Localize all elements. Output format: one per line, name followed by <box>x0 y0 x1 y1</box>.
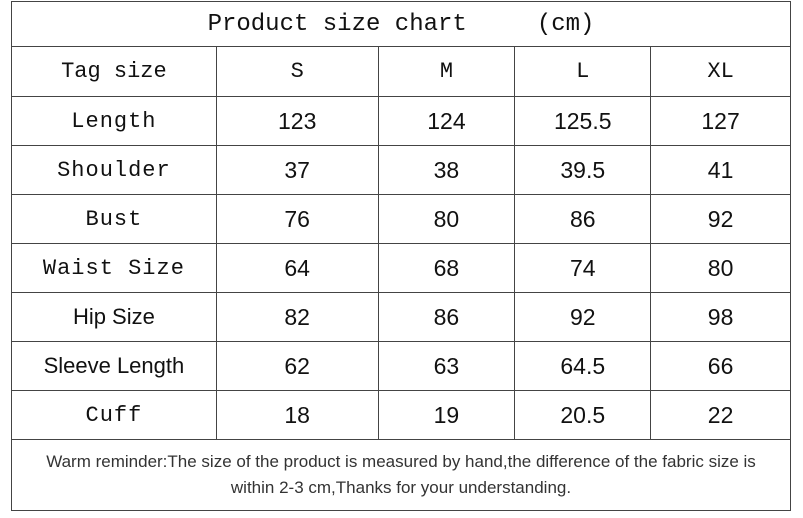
title-cell: Product size chart (cm) <box>11 1 791 47</box>
size-value: 64 <box>215 243 379 293</box>
size-value: 18 <box>215 390 379 440</box>
size-value: 19 <box>377 390 516 440</box>
size-value: 76 <box>215 194 379 244</box>
row-label: Hip Size <box>11 292 217 342</box>
header-row: Tag size S M L XL <box>11 46 791 97</box>
size-value: 82 <box>215 292 379 342</box>
size-value: 62 <box>215 341 379 391</box>
title: Product size chart <box>207 10 467 38</box>
note: Warm reminder:The size of the product is… <box>11 439 791 511</box>
size-value: 80 <box>377 194 516 244</box>
header-cell: M <box>377 46 516 97</box>
table-body: Product size chart (cm) Tag size S M L XL Leng… <box>11 1 791 511</box>
size-value: 80 <box>650 243 791 293</box>
header-cell: XL <box>650 46 791 97</box>
note-row: Warm reminder:The size of the product is… <box>11 439 791 511</box>
size-table: Product size chart (cm) Tag size S M L XL Leng… <box>11 1 791 511</box>
size-value: 92 <box>650 194 791 244</box>
data-row: Bust 76 80 86 92 <box>11 194 791 244</box>
data-row: Waist Size 64 68 74 80 <box>11 243 791 293</box>
data-row: Sleeve Length 62 63 64.5 66 <box>11 341 791 391</box>
row-label: Length <box>11 96 217 146</box>
size-value: 38 <box>377 145 516 195</box>
row-label: Cuff <box>11 390 217 440</box>
size-value: 86 <box>514 194 652 244</box>
row-label: Sleeve Length <box>11 341 217 391</box>
size-value: 68 <box>377 243 516 293</box>
header-cell: L <box>514 46 652 97</box>
data-row: Length 123 124 125.5 127 <box>11 96 791 146</box>
row-label: Bust <box>11 194 217 244</box>
size-value: 98 <box>650 292 791 342</box>
size-value: 123 <box>215 96 379 146</box>
data-row: Shoulder 37 38 39.5 41 <box>11 145 791 195</box>
unit: (cm) <box>536 10 595 38</box>
row-label: Waist Size <box>11 243 217 293</box>
data-row: Cuff 18 19 20.5 22 <box>11 390 791 440</box>
size-value: 124 <box>377 96 516 146</box>
header-cell: Tag size <box>11 46 217 97</box>
size-value: 63 <box>377 341 516 391</box>
title-row: Product size chart (cm) <box>11 1 791 47</box>
size-value: 125.5 <box>514 96 652 146</box>
size-value: 64.5 <box>514 341 652 391</box>
size-value: 127 <box>650 96 791 146</box>
size-value: 86 <box>377 292 516 342</box>
size-value: 66 <box>650 341 791 391</box>
size-value: 39.5 <box>514 145 652 195</box>
size-value: 41 <box>650 145 791 195</box>
size-value: 92 <box>514 292 652 342</box>
data-row: Hip Size 82 86 92 98 <box>11 292 791 342</box>
size-value: 37 <box>215 145 379 195</box>
header-cell: S <box>215 46 379 97</box>
size-value: 20.5 <box>514 390 652 440</box>
row-label: Shoulder <box>11 145 217 195</box>
size-value: 22 <box>650 390 791 440</box>
size-value: 74 <box>514 243 652 293</box>
